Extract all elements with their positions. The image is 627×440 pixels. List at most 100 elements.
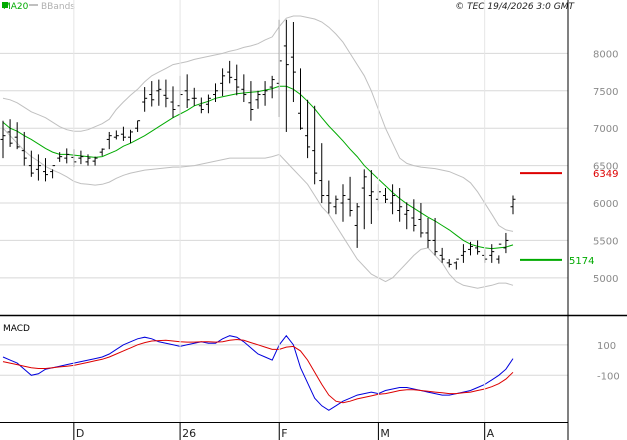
ohlc-bar — [0, 120, 6, 159]
ohlc-bar — [305, 99, 311, 159]
ohlc-bar — [43, 158, 48, 182]
ohlc-bar — [64, 148, 70, 164]
ohlc-bar — [57, 152, 63, 162]
ohlc-bar — [404, 202, 410, 230]
ohlc-bar — [489, 244, 495, 263]
ohlc-bar — [28, 150, 34, 177]
bbands-legend-label: BBands — [41, 2, 75, 12]
macd-y-axis: 100 -100 — [597, 341, 620, 382]
ohlc-bar — [248, 81, 254, 121]
macd-line — [2, 334, 514, 411]
ohlc-bar — [227, 60, 233, 84]
ohlc-bar — [142, 87, 148, 112]
ma20-line — [2, 85, 514, 250]
price-y-axis: 5000 5500 6000 6500 7000 7500 8000 — [593, 49, 618, 284]
ohlc-bar — [135, 120, 141, 132]
support-label: 5174 — [569, 256, 594, 267]
ohlc-bar — [319, 143, 325, 204]
ohlc-bar — [50, 165, 56, 179]
ohlc-bar — [21, 131, 27, 166]
ohlc-bar — [347, 176, 353, 217]
ohlc-bar — [333, 195, 339, 215]
copyright-text: © TEC 19/4/2026 3:0 GMT — [455, 2, 575, 12]
ohlc-bar — [78, 150, 84, 165]
ohlc-bar — [255, 90, 261, 109]
ohlc-bar — [170, 86, 176, 118]
ohlc-bar — [163, 79, 169, 108]
ohlc-bar — [468, 241, 473, 256]
ohlc-bar — [361, 169, 367, 230]
ohlc-bar — [503, 232, 509, 254]
macd-lines — [2, 334, 514, 411]
ohlc-bar — [14, 122, 20, 150]
macd-y-tick-label: -100 — [597, 371, 620, 382]
macd-gridlines — [0, 344, 568, 376]
price-y-tick-label: 8000 — [593, 49, 618, 60]
ohlc-bar — [439, 247, 445, 263]
ma20-path — [2, 85, 514, 250]
price-gridlines — [0, 52, 568, 279]
ohlc-bar — [354, 203, 360, 248]
ohlc-bar — [184, 74, 190, 109]
ohlc-bar — [106, 131, 112, 150]
price-y-tick-label: 6500 — [593, 162, 618, 173]
ohlc-bar — [475, 240, 481, 255]
ohlc-bar — [120, 126, 126, 141]
ohlc-bar — [7, 119, 13, 147]
macd-title: MACD — [3, 324, 30, 334]
ohlc-bar — [460, 244, 466, 263]
ohlc-bar — [397, 188, 403, 222]
ohlc-bar — [340, 184, 346, 222]
ohlc-bar — [92, 156, 98, 166]
ohlc-bar — [262, 81, 268, 106]
price-y-tick-label: 7000 — [593, 124, 618, 135]
ohlc-bar — [35, 154, 41, 181]
x-tick-label: F — [281, 427, 287, 440]
ohlc-bar — [113, 130, 119, 140]
ohlc-bar — [453, 258, 459, 270]
macd-panel: 100 -100 MACD — [0, 324, 620, 411]
ohlc-bar — [298, 68, 303, 130]
ohlc-bar — [510, 195, 516, 215]
ohlc-bar — [213, 83, 218, 103]
ma20-legend-label: MA20 — [3, 2, 29, 12]
price-y-tick-label: 5000 — [593, 274, 618, 285]
chart-legend: MA20 BBands — [2, 2, 75, 12]
ohlc-bar — [156, 79, 162, 106]
ohlc-bar — [269, 75, 275, 99]
macd-y-tick-label: 100 — [597, 341, 616, 352]
signal-line — [2, 338, 514, 404]
ohlc-bar — [220, 68, 226, 97]
ohlc-bar — [446, 259, 452, 268]
price-y-tick-label: 7500 — [593, 87, 618, 98]
ohlc-bar — [411, 199, 417, 232]
price-y-tick-label: 5500 — [593, 236, 618, 247]
ohlc-bar — [198, 97, 204, 114]
x-tick-label: 26 — [182, 427, 196, 440]
ohlc-bar — [205, 94, 211, 114]
price-y-tick-label: 6000 — [593, 199, 618, 210]
ohlc-bar — [85, 154, 91, 166]
ohlc-bar — [191, 87, 197, 106]
ohlc-bar — [390, 184, 396, 215]
price-levels: 6349 5174 — [520, 169, 618, 267]
bbands-lower-line — [2, 127, 514, 289]
x-tick-label: D — [76, 427, 84, 440]
ohlc-bar — [290, 21, 296, 103]
bollinger-bands — [2, 15, 514, 289]
resistance-label: 6349 — [593, 169, 618, 180]
ohlc-bar — [418, 203, 424, 238]
x-tick-label: A — [487, 427, 495, 440]
price-panel: 6349 5174 5000 5500 6000 6500 7000 7500 8000 — [0, 15, 618, 289]
ohlc-bar — [368, 170, 374, 224]
ohlc-bar — [432, 217, 438, 256]
ohlc-bar — [149, 81, 155, 107]
ohlc-bar — [283, 19, 289, 132]
ohlc-bar — [128, 129, 133, 144]
ohlc-bar — [99, 148, 105, 156]
x-tick-label: M — [380, 427, 390, 440]
ohlc-bar — [383, 188, 388, 204]
ohlc-bar — [326, 180, 332, 214]
ohlc-bar — [425, 217, 431, 248]
